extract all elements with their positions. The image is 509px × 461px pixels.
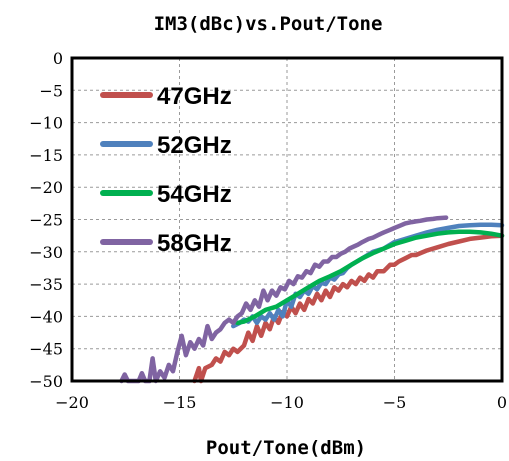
y-tick-label: −20 [29, 178, 63, 197]
plot-border [70, 56, 504, 383]
legend-label: 52GHz [157, 132, 232, 159]
legend: 47GHz 52GHz 54GHz 58GHz [100, 83, 232, 257]
x-axis-label: Pout/Tone(dBm) [206, 437, 366, 459]
legend-label: 47GHz [157, 83, 232, 110]
series-line-54ghz [235, 229, 505, 326]
y-tick-label: −35 [29, 275, 63, 294]
series-layer [119, 215, 505, 384]
chart-title: IM3(dBc)vs.Pout/Tone [154, 13, 383, 35]
y-tick-label: −40 [29, 307, 63, 326]
y-tick-label: −10 [29, 114, 63, 133]
tick-labels: 0−5−10−15−20−25−30−35−40−45−50−20 −15 −10−… [29, 49, 507, 412]
y-tick-label: −30 [29, 243, 63, 262]
series-line-58ghz [119, 215, 449, 384]
series-line-52ghz [231, 222, 505, 329]
y-tick-label: −5 [39, 81, 63, 100]
y-tick-label: 0 [53, 49, 63, 68]
series-line-47ghz [192, 233, 505, 384]
legend-label: 54GHz [157, 181, 232, 208]
x-tick-label: 0 [497, 393, 507, 412]
y-tick-label: −45 [29, 340, 63, 359]
x-tick-label: −20 [55, 393, 89, 412]
y-tick-label: −15 [29, 146, 63, 165]
y-tick-label: −50 [29, 372, 63, 391]
x-tick-label: −5 [383, 393, 407, 412]
legend-label: 58GHz [157, 230, 232, 257]
y-tick-label: −25 [29, 211, 63, 230]
x-tick-label: −10 [270, 393, 304, 412]
x-tick-label: −15 [163, 393, 197, 412]
